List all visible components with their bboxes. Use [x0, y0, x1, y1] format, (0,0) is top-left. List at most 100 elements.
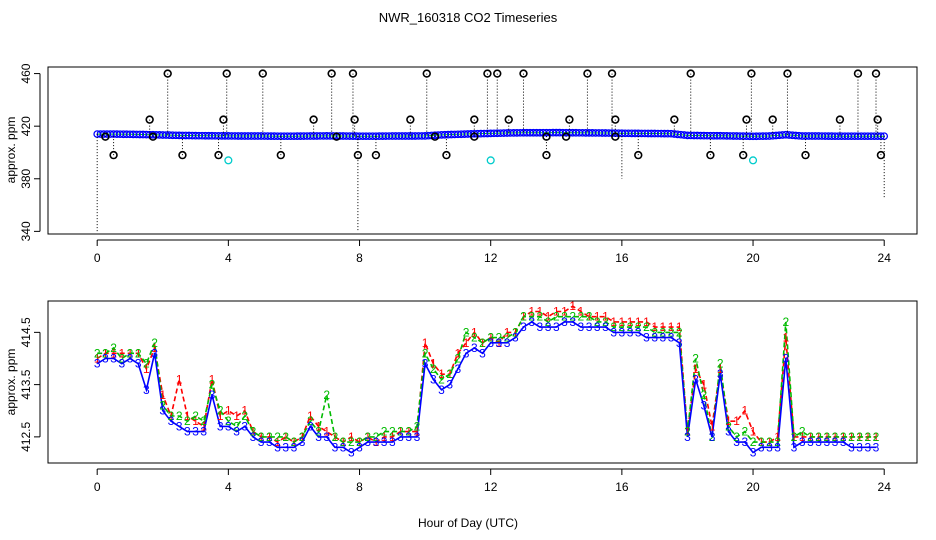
series-2-point-label: 2	[537, 310, 544, 324]
series-1-point-label: 1	[668, 320, 675, 334]
series-2-point-label: 2	[307, 414, 314, 428]
series-3-point-label: 3	[348, 446, 355, 460]
top-outlier-point	[519, 69, 528, 78]
top-outlier-point	[163, 69, 172, 78]
series-1-point-label: 1	[651, 320, 658, 334]
series-1-point-label: 1	[545, 310, 552, 324]
series-3-point-label: 3	[323, 430, 330, 444]
top-x-tick-label: 24	[878, 251, 892, 265]
series-1-point-label: 1	[323, 425, 330, 439]
series-2-point-label: 2	[487, 331, 494, 345]
series-3-point-label: 3	[676, 336, 683, 350]
top-outlier-point	[583, 69, 592, 78]
top-outlier-point	[214, 150, 223, 160]
series-2-point-label: 2	[610, 320, 617, 334]
series-2-point-label: 2	[701, 388, 708, 402]
series-1-point-label: 1	[397, 425, 404, 439]
series-1-point-label: 1	[873, 430, 880, 444]
series-3-point-label: 3	[291, 440, 298, 454]
series-2-point-label: 2	[389, 425, 396, 439]
series-2-point-label: 2	[627, 320, 634, 334]
series-2-point-label: 2	[717, 357, 724, 371]
series-2-point-label: 2	[520, 310, 527, 324]
series-2-point-label: 2	[586, 310, 593, 324]
series-2-point-label: 2	[118, 351, 125, 365]
series-1-point-label: 1	[750, 425, 757, 439]
series-2-point-label: 2	[496, 331, 503, 345]
top-outlier-point	[565, 115, 574, 124]
series-3-point-label: 3	[668, 331, 675, 345]
series-3-point-label: 3	[438, 383, 445, 397]
top-outlier-point	[145, 115, 154, 124]
series-3-point-label: 3	[684, 430, 691, 444]
top-x-tick-label: 20	[746, 251, 760, 265]
series-1-point-label: 1	[414, 425, 421, 439]
series-3-point-label: 3	[586, 320, 593, 334]
bottom-x-tick-label: 24	[878, 480, 892, 494]
series-1-point-label: 1	[127, 346, 134, 360]
top-outlier-point	[504, 115, 513, 124]
series-3-point-label: 3	[397, 430, 404, 444]
series-3-point-label: 3	[258, 435, 265, 449]
series-1-point-label: 1	[168, 409, 175, 423]
series-3-point-label: 3	[504, 336, 511, 350]
series-1-point-label: 1	[709, 419, 716, 433]
series-1-point-label: 1	[487, 331, 494, 345]
series-1-point-label: 1	[799, 430, 806, 444]
series-3-point-label: 3	[553, 320, 560, 334]
series-2-point-label: 2	[864, 430, 871, 444]
top-y-tick-label: 460	[19, 63, 33, 83]
top-outlier-point	[783, 69, 792, 78]
series-2-point-label: 2	[873, 430, 880, 444]
bottom-x-tick-label: 16	[615, 480, 629, 494]
series-2-point-label: 2	[143, 357, 150, 371]
series-1-point-label: 1	[209, 372, 216, 386]
series-2-point-label: 2	[225, 414, 232, 428]
top-outlier-point	[835, 115, 845, 124]
series-1-point-label: 1	[504, 325, 511, 339]
series-3-point-label: 3	[832, 435, 839, 449]
series-2-point-label: 2	[463, 325, 470, 339]
series-1-point-label: 1	[741, 404, 748, 418]
series-1-point-label: 1	[110, 346, 117, 360]
top-outlier-point	[493, 69, 502, 78]
series-3-point-label: 3	[651, 331, 658, 345]
top-outlier-point	[871, 69, 881, 78]
top-outlier-point	[406, 115, 415, 124]
bottom-x-tick-label: 8	[356, 480, 363, 494]
series-2-point-label: 2	[127, 346, 134, 360]
series-2-point-label: 2	[364, 430, 371, 444]
top-axes: 0 4 8 12 16 20 24 340 380 420 460	[19, 63, 891, 265]
top-outlier-point	[422, 69, 431, 78]
series-1-point-label: 1	[840, 430, 847, 444]
top-outlier-point	[350, 115, 359, 124]
top-cyan-point	[224, 156, 233, 165]
series-3-point-label: 3	[241, 419, 248, 433]
series-2-point-label: 2	[266, 430, 273, 444]
series-2-point-label: 2	[200, 414, 207, 428]
series-1-point-label: 1	[430, 357, 437, 371]
series-3-point-label: 3	[94, 357, 101, 371]
series-2-point-label: 2	[323, 388, 330, 402]
series-2-point-label: 2	[471, 331, 478, 345]
series-1-point-label: 1	[438, 367, 445, 381]
series-1-point-label: 1	[159, 388, 166, 402]
series-2-point-label: 2	[807, 430, 814, 444]
series-2-point-label: 2	[422, 346, 429, 360]
series-2-point-label: 2	[791, 430, 798, 444]
bottom-y-axis-label: approx. ppm	[4, 349, 18, 416]
series-3-point-label: 3	[479, 346, 486, 360]
series-1-point-label: 1	[184, 409, 191, 423]
series-2-point-label: 2	[512, 325, 519, 339]
series-1-point-label: 1	[717, 362, 724, 376]
top-outlier-point	[670, 115, 679, 124]
bottom-x-tick-label: 0	[94, 480, 101, 494]
series-2-point-label: 2	[299, 430, 306, 444]
series-2-point-label: 2	[332, 430, 339, 444]
series-1-point-label: 1	[94, 351, 101, 365]
top-outlier-point	[327, 69, 336, 78]
series-3-point-label: 3	[233, 425, 240, 439]
series-2-point-label: 2	[250, 425, 257, 439]
series-3-point-label: 3	[799, 435, 806, 449]
